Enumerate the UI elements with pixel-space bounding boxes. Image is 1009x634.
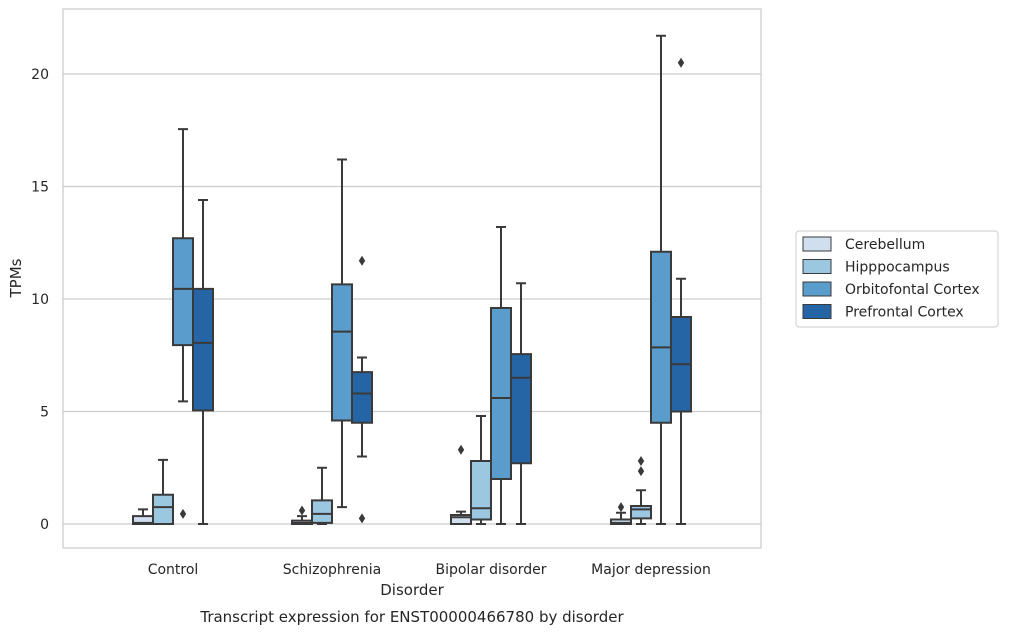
legend-label: Hipppocampus bbox=[845, 260, 950, 276]
outlier-point bbox=[677, 57, 685, 68]
x-tick-label: Bipolar disorder bbox=[435, 562, 546, 578]
box-prefrontal-cortex bbox=[510, 282, 532, 525]
outlier-point bbox=[298, 505, 306, 516]
box-cerebellum bbox=[132, 508, 154, 525]
x-tick-label: Major depression bbox=[591, 562, 711, 578]
box-iqr bbox=[192, 287, 214, 412]
box-hipppocampus bbox=[470, 415, 492, 525]
box-prefrontal-cortex bbox=[351, 255, 373, 524]
box-iqr bbox=[650, 250, 672, 424]
box-iqr bbox=[510, 353, 532, 465]
y-tick-label: 0 bbox=[40, 517, 49, 533]
box-hipppocampus bbox=[152, 458, 174, 525]
box-iqr bbox=[311, 499, 333, 524]
box-orbitofontal-cortex bbox=[172, 128, 194, 519]
x-axis-label: Disorder bbox=[380, 581, 444, 599]
plot-frame bbox=[62, 8, 762, 549]
y-axis-label: TPMs bbox=[7, 258, 25, 298]
box-orbitofontal-cortex bbox=[331, 158, 353, 509]
box-iqr bbox=[470, 460, 492, 521]
outlier-point bbox=[179, 508, 187, 519]
box-prefrontal-cortex bbox=[670, 57, 692, 525]
legend: Cerebellum Hipppocampus Orbitofontal Corte… bbox=[795, 230, 999, 328]
box-hipppocampus bbox=[311, 466, 333, 525]
box-iqr bbox=[630, 505, 652, 520]
x-tick-label: Control bbox=[148, 562, 199, 578]
box-cerebellum bbox=[610, 502, 632, 525]
y-tick-label: 10 bbox=[31, 292, 49, 308]
chart-caption: Transcript expression for ENST0000046678… bbox=[199, 608, 624, 626]
box-iqr bbox=[331, 283, 353, 422]
x-tick-label: Schizophrenia bbox=[283, 562, 381, 578]
legend-label: Orbitofontal Cortex bbox=[845, 282, 980, 298]
box-layer bbox=[132, 34, 692, 525]
box-cerebellum bbox=[291, 505, 313, 525]
outlier-point bbox=[617, 502, 625, 513]
legend-label: Cerebellum bbox=[845, 237, 925, 253]
outlier-point bbox=[637, 456, 645, 466]
box-prefrontal-cortex bbox=[192, 199, 214, 525]
y-tick-label: 20 bbox=[31, 67, 49, 83]
outlier-point bbox=[358, 255, 366, 266]
box-cerebellum bbox=[450, 444, 472, 525]
outlier-point bbox=[457, 444, 465, 455]
box-iqr bbox=[610, 518, 632, 525]
box-orbitofontal-cortex bbox=[490, 226, 512, 525]
legend-label: Prefrontal Cortex bbox=[845, 305, 964, 321]
legend-swatch bbox=[802, 259, 832, 274]
y-tick-label: 15 bbox=[31, 180, 49, 196]
outlier-point bbox=[358, 513, 366, 524]
legend-frame bbox=[795, 230, 999, 328]
y-tick-label: 5 bbox=[40, 405, 49, 421]
box-iqr bbox=[172, 237, 194, 347]
box-iqr bbox=[351, 371, 373, 424]
box-orbitofontal-cortex bbox=[650, 34, 672, 525]
legend-swatch bbox=[802, 304, 832, 319]
box-iqr bbox=[490, 307, 512, 480]
legend-swatch bbox=[802, 236, 832, 252]
outlier-point bbox=[637, 466, 645, 477]
box-hipppocampus bbox=[630, 456, 652, 525]
legend-swatch bbox=[802, 281, 832, 297]
box-iqr bbox=[152, 493, 174, 525]
axis-layer: 0 5 10 15 20 Control Schizophrenia Bipolar diso… bbox=[31, 67, 711, 578]
